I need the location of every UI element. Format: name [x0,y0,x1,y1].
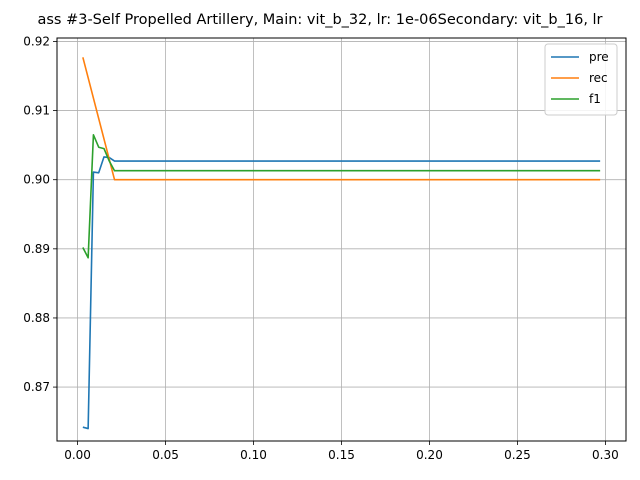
series-line-pre [82,156,601,430]
series-line-f1 [82,133,601,259]
x-axis: 0.00 0.05 0.10 0.15 0.20 0.25 0.30 [64,441,619,462]
x-tick-label: 0.20 [416,448,443,462]
y-tick-label: 0.89 [23,242,50,256]
legend-box [544,43,618,116]
x-tick-label: 0.15 [328,448,355,462]
y-tick-label: 0.91 [23,104,50,118]
legend: pre rec f1 [544,43,618,116]
x-tick-label: 0.10 [240,448,267,462]
x-tick-label: 0.25 [504,448,531,462]
y-axis: 0.87 0.88 0.89 0.90 0.91 0.92 [23,34,57,394]
legend-label-pre: pre [589,50,609,64]
y-tick-label: 0.90 [23,173,50,187]
series-line-rec [82,57,601,181]
y-tick-label: 0.88 [23,311,50,325]
chart-title: ass #3-Self Propelled Artillery, Main: v… [37,12,602,28]
legend-label-f1: f1 [589,92,601,106]
x-tick-label: 0.05 [152,448,179,462]
x-tick-label: 0.30 [592,448,619,462]
grid-lines [57,38,626,441]
legend-label-rec: rec [589,71,608,85]
series-layer [82,57,601,430]
x-tick-label: 0.00 [64,448,91,462]
y-tick-label: 0.92 [23,34,50,48]
y-tick-label: 0.87 [23,380,50,394]
